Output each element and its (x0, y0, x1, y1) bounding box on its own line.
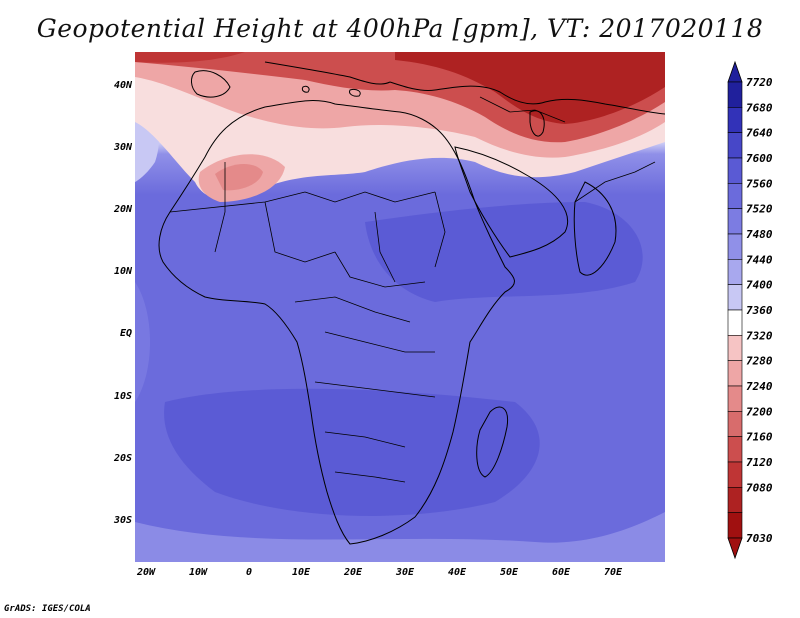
colorbar-label: 7440 (746, 253, 773, 266)
lon-label-60e: 60E (551, 567, 571, 578)
colorbar-swatch (727, 132, 743, 159)
colorbar-label: 7200 (746, 405, 773, 418)
colorbar-label: 7640 (746, 127, 773, 140)
colorbar-swatch (727, 436, 743, 463)
colorbar-swatch (727, 385, 743, 412)
colorbar-label: 7280 (746, 355, 773, 368)
field-low-south (135, 512, 665, 562)
colorbar-label: 7480 (746, 228, 773, 241)
lat-label-30s: 30S (113, 515, 132, 526)
field-high-south (164, 388, 540, 516)
lat-label-20s: 20S (113, 453, 132, 464)
map-canvas (135, 52, 665, 562)
colorbar-swatch (727, 81, 743, 108)
lon-label-40e: 40E (447, 567, 467, 578)
colorbar-label: 7030 (746, 532, 773, 545)
colorbar-label: 7400 (746, 279, 773, 292)
colorbar: 7720 7680 7640 7600 7560 7520 7480 7440 7400 7360… (727, 60, 773, 560)
lat-label-40n: 40N (113, 80, 132, 91)
colorbar-label: 7120 (746, 456, 773, 469)
lon-label-20e: 20E (343, 567, 363, 578)
field-west-edge (135, 282, 150, 402)
colorbar-label: 7720 (746, 76, 773, 89)
field-tongue-2 (215, 163, 263, 191)
colorbar-swatch (727, 107, 743, 133)
colorbar-label: 7160 (746, 431, 773, 444)
lon-label-50e: 50E (499, 567, 519, 578)
colorbar-label: 7080 (746, 481, 773, 494)
colorbar-label: 7240 (746, 380, 773, 393)
colorbar-swatch (727, 183, 743, 209)
colorbar-swatch (727, 335, 743, 361)
colorbar-label: 7520 (746, 203, 773, 216)
colorbar-label: 7600 (746, 152, 773, 165)
lat-label-20n: 20N (113, 204, 132, 215)
coastlines (158, 61, 665, 545)
colorbar-label: 7560 (746, 177, 773, 190)
colorbar-swatch (727, 512, 743, 539)
colorbar-swatch (727, 259, 743, 285)
colorbar-swatch (727, 157, 743, 184)
field-ridge-nw (135, 52, 245, 63)
credit-text: GrADS: IGES/COLA (4, 604, 91, 614)
colorbar-swatch (727, 411, 743, 437)
lat-label-10n: 10N (113, 266, 132, 277)
colorbar-swatch (727, 284, 743, 311)
colorbar-label: 7680 (746, 101, 773, 114)
colorbar-swatch (727, 208, 743, 235)
lon-label-70e: 70E (603, 567, 623, 578)
field-ridge-4 (395, 52, 665, 124)
colorbar-arrow-bottom (727, 537, 743, 560)
colorbar-swatch (727, 461, 743, 488)
colorbar-swatch (727, 233, 743, 260)
colorbar-arrow-top (727, 60, 743, 83)
field-high-east (365, 202, 643, 302)
colorbar-swatch (727, 309, 743, 336)
map-title: Geopotential Height at 400hPa [gpm], VT:… (36, 14, 764, 43)
lat-label-10s: 10S (113, 391, 132, 402)
borders (169, 96, 656, 483)
lon-label-10w: 10W (188, 567, 208, 578)
lon-label-30e: 30E (395, 567, 415, 578)
lat-label-eq: EQ (119, 328, 132, 339)
colorbar-swatch (727, 360, 743, 387)
lon-label-0: 0 (245, 567, 253, 578)
lat-label-30n: 30N (113, 142, 132, 153)
lon-label-10e: 10E (291, 567, 311, 578)
colorbar-swatch (727, 487, 743, 513)
colorbar-label: 7360 (746, 304, 773, 317)
colorbar-label: 7320 (746, 329, 773, 342)
lon-label-20w: 20W (136, 567, 156, 578)
